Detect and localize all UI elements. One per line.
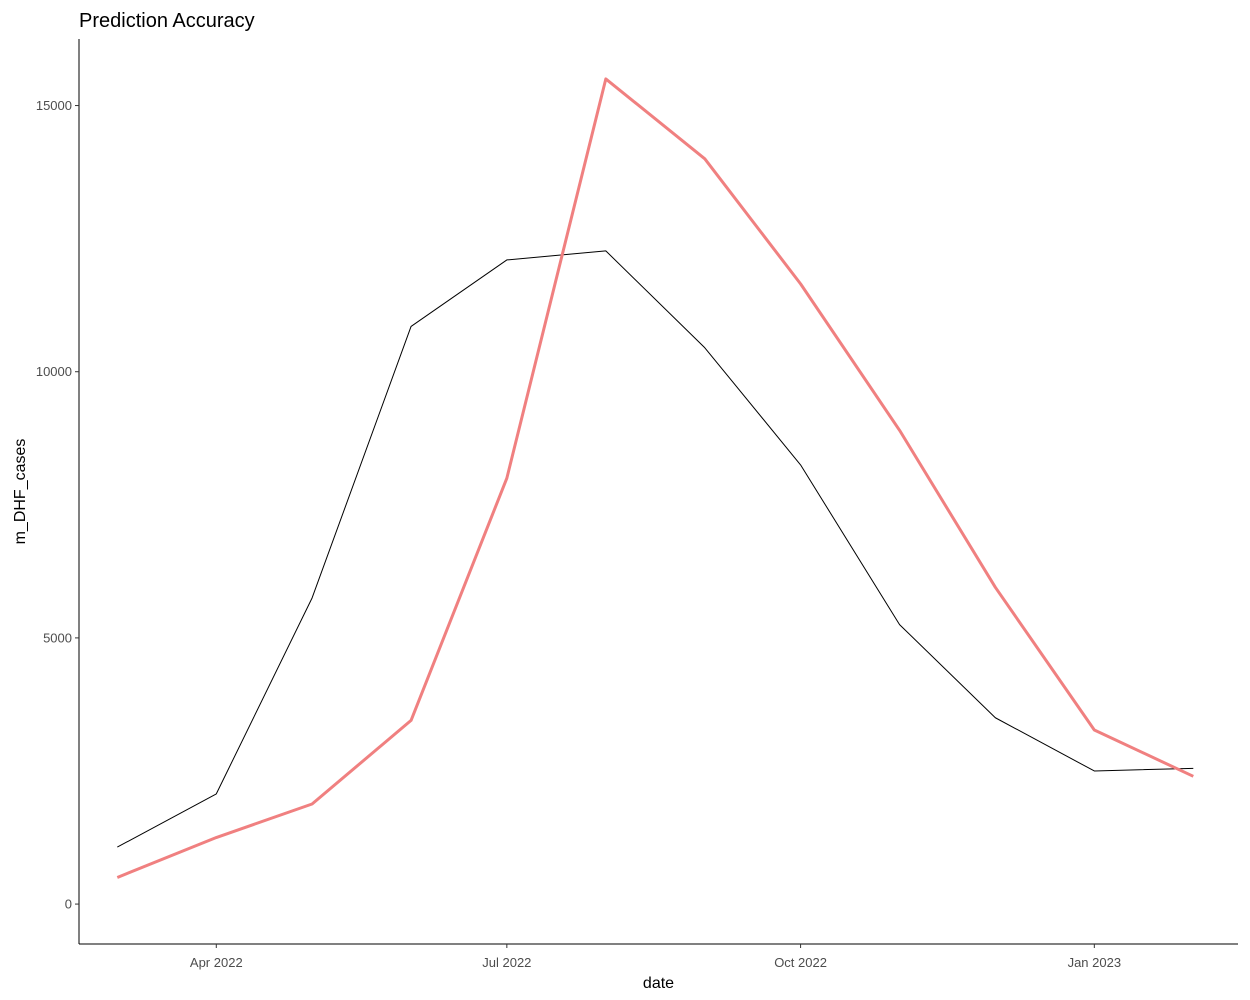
series-line-actual	[117, 250, 1194, 848]
x-tick-label: Oct 2022	[774, 955, 827, 970]
y-tick-label: 0	[65, 897, 72, 912]
plot-area: 0 5000 10000 15000 Apr 2022 Jul 2022 Oct 2022…	[36, 39, 1238, 970]
y-tick-label: 5000	[43, 630, 72, 645]
y-axis-title: m_DHF_cases	[12, 439, 29, 545]
x-axis-title: date	[643, 975, 674, 992]
x-tick-label: Jul 2022	[482, 955, 531, 970]
chart-title: Prediction Accuracy	[79, 10, 255, 32]
x-axis-ticks: Apr 2022 Jul 2022 Oct 2022 Jan 2023	[190, 944, 1121, 970]
y-tick-label: 10000	[36, 364, 72, 379]
x-tick-label: Jan 2023	[1068, 955, 1122, 970]
y-tick-label: 15000	[36, 98, 72, 113]
series-layer	[116, 77, 1194, 879]
y-axis-ticks: 0 5000 10000 15000	[36, 98, 79, 912]
series-line-predicted	[116, 77, 1194, 879]
x-tick-label: Apr 2022	[190, 955, 243, 970]
